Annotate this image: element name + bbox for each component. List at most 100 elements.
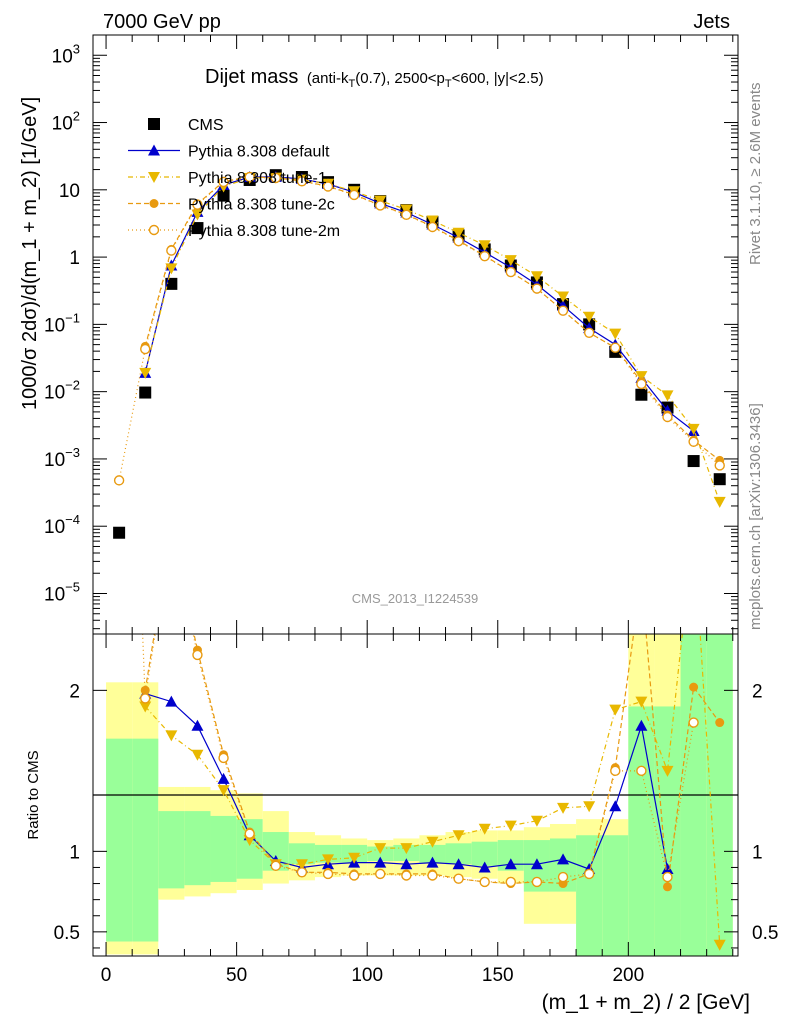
ratio-point [478, 823, 491, 835]
ratio-point [244, 828, 255, 839]
main-point [296, 176, 308, 187]
ratio-point [661, 863, 674, 875]
ratio-point [165, 730, 178, 742]
ratio-point [374, 843, 387, 855]
ratio-point [662, 871, 673, 883]
main-point [635, 371, 648, 383]
ratio-band-inner [602, 835, 629, 956]
legend-entry-pythia-8-308-tune-2m: Pythia 8.308 tune-2m [128, 223, 340, 240]
main-axis-ticks [93, 34, 738, 634]
main-point [139, 367, 152, 379]
x-tick-label: 200 [612, 965, 644, 986]
main-point [609, 328, 622, 340]
main-point [635, 388, 648, 401]
main-point [192, 199, 203, 210]
ratio-band-inner [288, 843, 315, 865]
legend-entry-pythia-8-308-tune-2c: Pythia 8.308 tune-2c [128, 197, 335, 214]
main-y-tick-label: 10−2 [44, 378, 80, 404]
ratio-panel: 0.5 0.5 1 1 2 2 0 50 100 150 200 Ratio to CMS (m_1… [25, 42, 778, 1014]
legend-label: Pythia 8.308 tune-1 [188, 170, 327, 187]
main-point [713, 473, 726, 486]
x-tick-label: 50 [226, 965, 247, 986]
ratio-y-tick-label-right: 0.5 [752, 923, 778, 944]
ratio-point [295, 859, 308, 871]
legend-marker [148, 224, 160, 236]
ratio-series-pythia-8-308-tune-1 [139, 634, 726, 951]
ratio-point [452, 830, 465, 842]
main-y-axis-label: 1000/σ 2dσ)/d(m_1 + m_2) [1/GeV] [19, 97, 41, 410]
legend-label: Pythia 8.308 tune-2m [188, 223, 340, 240]
ratio-point [400, 858, 413, 870]
main-point [244, 171, 255, 183]
legend-entry-pythia-8-308-tune-1: Pythia 8.308 tune-1 [128, 170, 327, 187]
main-point [322, 181, 334, 192]
main-point [687, 455, 700, 468]
ratio-point [635, 696, 648, 708]
ratio-point [217, 785, 230, 797]
header-left: 7000 GeV pp [103, 11, 221, 33]
main-point [113, 526, 126, 539]
main-point [583, 311, 596, 323]
main-point [139, 386, 152, 399]
main-point [530, 271, 543, 283]
ratio-band-inner [184, 811, 211, 886]
ratio-point [139, 701, 152, 713]
ratio-band-inner [106, 738, 133, 942]
legend-label: Pythia 8.308 tune-2c [188, 197, 335, 214]
ratio-point [348, 852, 361, 864]
main-point [191, 209, 204, 221]
ratio-point [140, 693, 151, 704]
legend-marker [148, 118, 160, 130]
ratio-point [296, 867, 308, 878]
ratio-point [715, 718, 725, 728]
legend-marker [148, 172, 160, 183]
main-y-tick-label: 10−3 [44, 445, 80, 471]
ratio-series-layer [115, 42, 726, 951]
ratio-band-inner [628, 706, 655, 956]
ratio-y-tick-label-right: 2 [752, 681, 763, 702]
x-axis-label: (m_1 + m_2) / 2 [GeV] [542, 991, 750, 1014]
ratio-point [557, 871, 569, 883]
ratio-point [167, 525, 176, 534]
main-point [401, 209, 412, 221]
ratio-point [322, 854, 335, 866]
main-y-tick-label: 10−5 [44, 579, 80, 605]
main-point [531, 283, 543, 294]
ratio-point [427, 870, 438, 881]
ratio-point [191, 719, 204, 731]
main-point [662, 411, 673, 423]
main-y-tick-label: 10−4 [44, 512, 80, 538]
main-point [218, 176, 229, 188]
ratio-point [218, 752, 229, 764]
ratio-point [504, 820, 517, 832]
main-point [688, 436, 699, 447]
ratio-point [453, 873, 464, 884]
ratio-y-axis-label: Ratio to CMS [25, 750, 42, 839]
main-point [426, 215, 439, 227]
legend-label: Pythia 8.308 default [188, 144, 330, 161]
ratio-point [426, 856, 439, 868]
ratio-point [530, 815, 543, 827]
main-point [714, 460, 725, 471]
legend-label: CMS [188, 117, 224, 134]
ratio-axis-ticks [93, 634, 738, 956]
ratio-point [115, 42, 124, 51]
main-point [661, 390, 674, 402]
analysis-watermark: CMS_2013_I1224539 [352, 591, 479, 606]
main-point [713, 496, 726, 508]
main-point [165, 263, 178, 275]
main-series-layer [113, 169, 726, 539]
main-y-tick-label: 102 [52, 109, 80, 135]
main-point [348, 189, 360, 201]
ratio-point [374, 856, 387, 868]
main-y-tick-label: 103 [52, 41, 80, 67]
ratio-band-inner [654, 706, 681, 956]
main-point [453, 236, 464, 247]
ratio-point [583, 868, 595, 880]
main-point [140, 343, 151, 355]
ratio-point [583, 801, 596, 813]
main-point [610, 342, 621, 353]
ratio-point [637, 573, 646, 582]
ratio-series-pythia-8-308-tune-2m [115, 42, 699, 888]
